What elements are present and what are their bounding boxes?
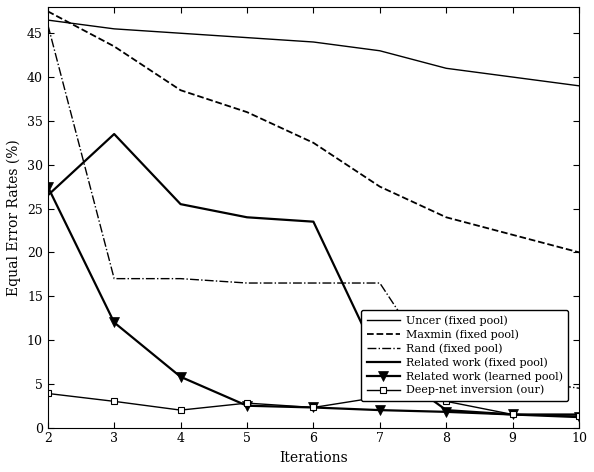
Y-axis label: Equal Error Rates (%): Equal Error Rates (%) [7,139,21,295]
Uncer (fixed pool) [310,39,317,45]
Maxmin (fixed pool) [310,140,317,146]
Rand (fixed pool) [244,280,251,286]
Maxmin (fixed pool) [576,250,583,255]
Related work (fixed pool) [443,407,450,413]
Related work (fixed pool) [244,214,251,220]
Related work (learned pool) [443,409,450,415]
Uncer (fixed pool) [177,30,184,36]
Related work (fixed pool) [110,131,118,137]
Rand (fixed pool) [443,381,450,387]
Related work (fixed pool) [177,202,184,207]
Line: Maxmin (fixed pool): Maxmin (fixed pool) [48,11,579,253]
Uncer (fixed pool) [443,66,450,71]
Related work (fixed pool) [44,193,51,198]
Deep-net inversion (our) [177,407,184,413]
Maxmin (fixed pool) [110,43,118,49]
Uncer (fixed pool) [244,35,251,41]
Related work (fixed pool) [310,219,317,225]
Maxmin (fixed pool) [177,87,184,93]
Rand (fixed pool) [110,276,118,281]
Rand (fixed pool) [177,276,184,281]
Deep-net inversion (our) [576,413,583,419]
Deep-net inversion (our) [44,391,51,396]
Deep-net inversion (our) [509,412,516,417]
Line: Deep-net inversion (our): Deep-net inversion (our) [45,391,582,419]
Related work (learned pool) [509,412,516,417]
Uncer (fixed pool) [509,74,516,80]
Maxmin (fixed pool) [44,8,51,14]
Line: Uncer (fixed pool): Uncer (fixed pool) [48,20,579,86]
Line: Related work (learned pool): Related work (learned pool) [43,182,584,422]
Rand (fixed pool) [44,22,51,27]
Uncer (fixed pool) [110,26,118,32]
Deep-net inversion (our) [443,398,450,404]
Related work (learned pool) [576,414,583,420]
Uncer (fixed pool) [576,83,583,89]
Maxmin (fixed pool) [244,110,251,115]
Rand (fixed pool) [376,280,383,286]
Line: Rand (fixed pool): Rand (fixed pool) [48,25,579,388]
Deep-net inversion (our) [310,405,317,410]
Legend: Uncer (fixed pool), Maxmin (fixed pool), Rand (fixed pool), Related work (fixed : Uncer (fixed pool), Maxmin (fixed pool),… [361,310,568,401]
Deep-net inversion (our) [110,398,118,404]
Maxmin (fixed pool) [443,214,450,220]
Maxmin (fixed pool) [509,232,516,238]
Related work (fixed pool) [509,412,516,417]
Rand (fixed pool) [509,377,516,382]
Uncer (fixed pool) [376,48,383,54]
Rand (fixed pool) [310,280,317,286]
Uncer (fixed pool) [44,17,51,23]
Related work (learned pool) [110,320,118,325]
Related work (fixed pool) [576,412,583,417]
Maxmin (fixed pool) [376,184,383,189]
Related work (fixed pool) [376,359,383,365]
Line: Related work (fixed pool): Related work (fixed pool) [48,134,579,414]
Deep-net inversion (our) [376,394,383,400]
X-axis label: Iterations: Iterations [279,451,347,465]
Related work (learned pool) [244,403,251,409]
Related work (learned pool) [177,374,184,379]
Related work (learned pool) [44,184,51,189]
Related work (learned pool) [376,407,383,413]
Rand (fixed pool) [576,385,583,391]
Deep-net inversion (our) [244,400,251,406]
Related work (learned pool) [310,405,317,410]
